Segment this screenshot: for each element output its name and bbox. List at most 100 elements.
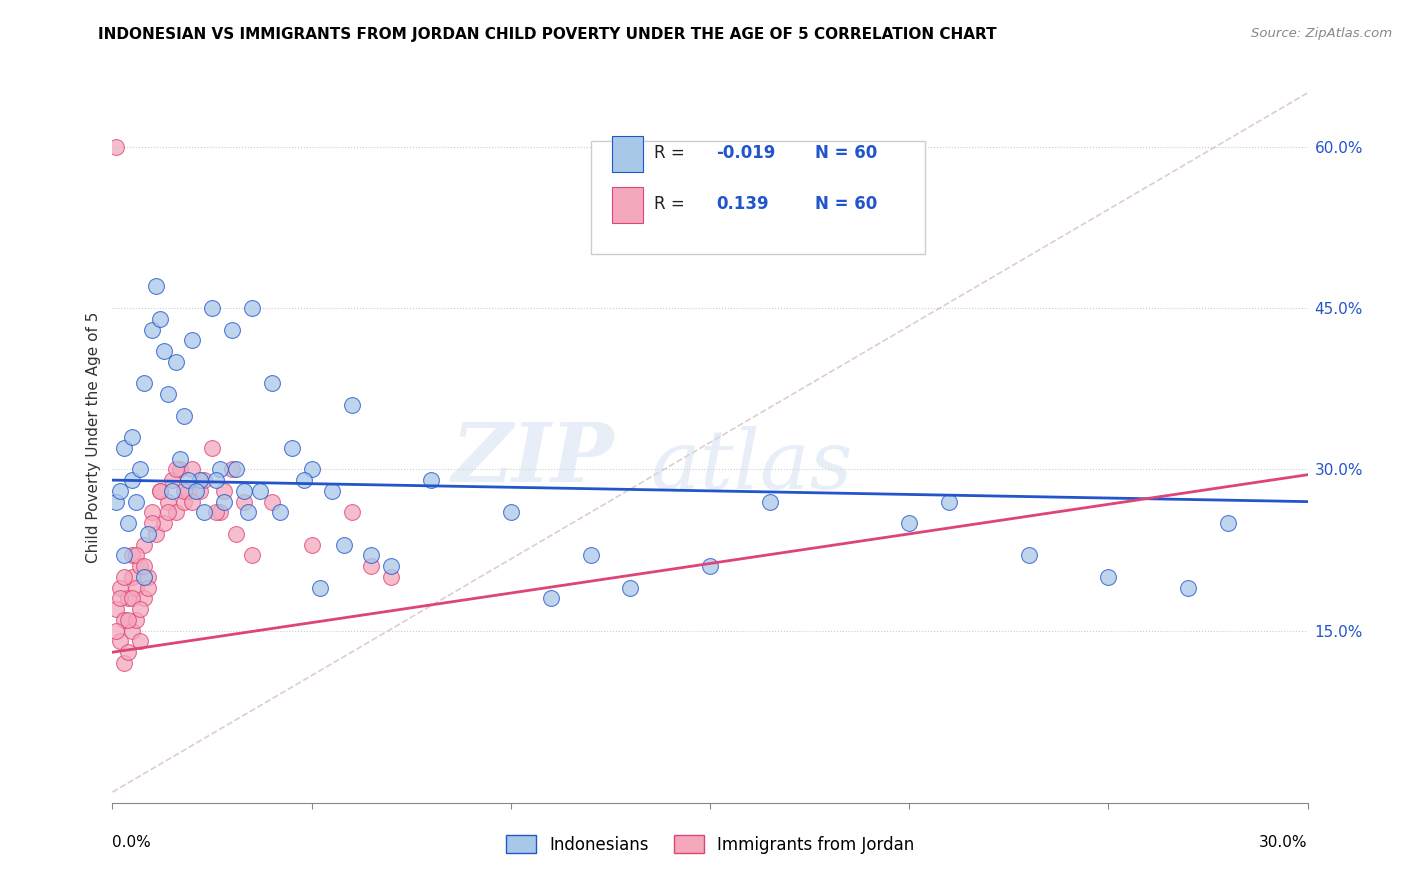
Point xyxy=(157,494,180,508)
Point xyxy=(177,473,200,487)
Point xyxy=(212,494,235,508)
Point xyxy=(125,494,148,508)
Point xyxy=(308,581,330,595)
Point xyxy=(360,549,382,563)
Point xyxy=(165,462,187,476)
Point xyxy=(260,376,283,391)
Text: R =: R = xyxy=(654,195,690,213)
Point xyxy=(114,549,135,563)
Point xyxy=(121,430,143,444)
Point xyxy=(121,570,143,584)
Point xyxy=(134,538,156,552)
Point xyxy=(188,473,211,487)
Point xyxy=(169,462,191,476)
Point xyxy=(420,473,443,487)
Point xyxy=(1177,581,1199,595)
Point xyxy=(249,483,271,498)
Point xyxy=(125,613,148,627)
Point xyxy=(173,409,195,423)
Point xyxy=(149,483,172,498)
Point xyxy=(165,355,187,369)
Text: -0.019: -0.019 xyxy=(716,145,775,162)
Point xyxy=(321,483,343,498)
Text: Source: ZipAtlas.com: Source: ZipAtlas.com xyxy=(1251,27,1392,40)
Point xyxy=(114,570,135,584)
Point xyxy=(209,462,232,476)
Point xyxy=(117,591,139,606)
Point xyxy=(938,494,960,508)
Point xyxy=(212,483,235,498)
Point xyxy=(125,549,148,563)
Point xyxy=(193,505,215,519)
Point xyxy=(129,462,152,476)
Point xyxy=(110,634,132,648)
Point xyxy=(205,505,228,519)
Text: ZIP: ZIP xyxy=(451,419,614,499)
Point xyxy=(105,494,128,508)
Point xyxy=(221,322,243,336)
Point xyxy=(205,473,228,487)
Point xyxy=(201,301,224,315)
Point xyxy=(153,344,176,359)
Point xyxy=(301,462,323,476)
Text: INDONESIAN VS IMMIGRANTS FROM JORDAN CHILD POVERTY UNDER THE AGE OF 5 CORRELATIO: INDONESIAN VS IMMIGRANTS FROM JORDAN CHI… xyxy=(98,27,997,42)
Point xyxy=(579,549,602,563)
Point xyxy=(499,505,522,519)
Point xyxy=(225,462,247,476)
Point xyxy=(233,494,256,508)
Point xyxy=(540,591,562,606)
Point xyxy=(181,462,204,476)
Point xyxy=(340,505,363,519)
Point xyxy=(240,301,263,315)
Point xyxy=(141,505,163,519)
Point xyxy=(110,581,132,595)
Point xyxy=(114,656,135,670)
Point xyxy=(281,441,304,455)
Y-axis label: Child Poverty Under the Age of 5: Child Poverty Under the Age of 5 xyxy=(86,311,101,563)
Point xyxy=(141,516,163,530)
Point xyxy=(193,473,215,487)
Point xyxy=(162,483,183,498)
Point xyxy=(105,602,128,616)
Point xyxy=(236,505,259,519)
Point xyxy=(898,516,921,530)
Point xyxy=(360,559,382,574)
Point xyxy=(129,634,152,648)
Point xyxy=(117,516,139,530)
Point xyxy=(145,279,167,293)
Point xyxy=(301,538,323,552)
Point xyxy=(1018,549,1040,563)
Point xyxy=(149,311,172,326)
Point xyxy=(165,505,187,519)
Text: N = 60: N = 60 xyxy=(815,145,877,162)
FancyBboxPatch shape xyxy=(612,136,643,171)
Point xyxy=(153,516,176,530)
Point xyxy=(181,494,204,508)
Text: atlas: atlas xyxy=(651,426,852,507)
Point xyxy=(380,570,402,584)
Point xyxy=(105,139,128,153)
Point xyxy=(169,451,191,466)
Point xyxy=(177,483,200,498)
Point xyxy=(110,483,132,498)
Point xyxy=(125,581,148,595)
Point xyxy=(269,505,291,519)
Point xyxy=(332,538,354,552)
Point xyxy=(105,624,128,638)
Point xyxy=(134,376,156,391)
Point xyxy=(240,549,263,563)
Point xyxy=(138,581,160,595)
Point xyxy=(117,613,139,627)
Point xyxy=(201,441,224,455)
Point xyxy=(110,591,132,606)
Point xyxy=(1097,570,1119,584)
Point xyxy=(157,387,180,401)
Point xyxy=(260,494,283,508)
Legend: Indonesians, Immigrants from Jordan: Indonesians, Immigrants from Jordan xyxy=(499,829,921,860)
Point xyxy=(121,624,143,638)
Point xyxy=(699,559,721,574)
Point xyxy=(619,581,641,595)
Text: 0.0%: 0.0% xyxy=(112,835,152,850)
Point xyxy=(157,505,180,519)
Point xyxy=(233,483,256,498)
